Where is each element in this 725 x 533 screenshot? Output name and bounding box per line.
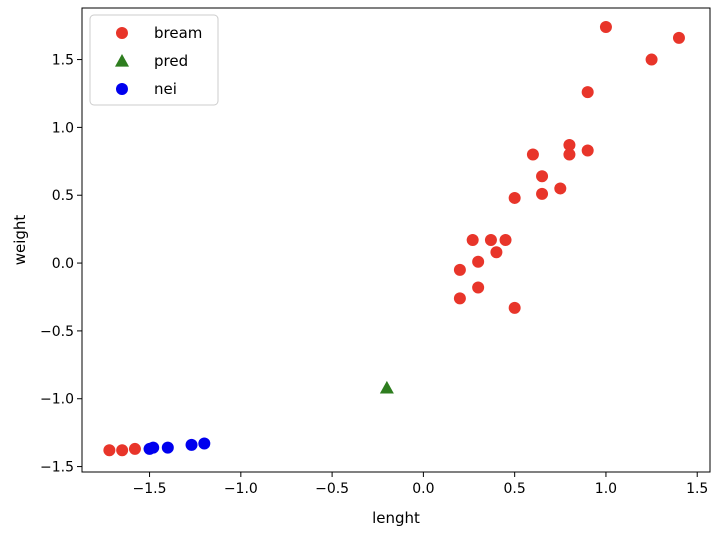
y-tick-label: 0.5: [52, 188, 74, 204]
bream-point: [472, 255, 485, 268]
bream-point: [508, 191, 521, 204]
bream-point: [484, 234, 497, 246]
legend-label: nei: [154, 80, 177, 98]
bream-point: [453, 263, 466, 276]
legend-marker-nei: [116, 83, 128, 95]
y-tick-label: −0.5: [40, 324, 74, 340]
bream-point: [581, 86, 594, 99]
bream-point: [563, 139, 576, 152]
bream-point: [128, 442, 141, 455]
nei-point: [185, 438, 198, 451]
bream-point: [508, 301, 521, 314]
bream-point: [536, 187, 549, 200]
bream-point: [563, 148, 576, 161]
bream-point: [466, 234, 479, 246]
series-pred: [379, 380, 394, 394]
legend-marker-pred: [115, 54, 129, 67]
pred-point: [379, 380, 394, 394]
bream-point: [599, 20, 612, 33]
x-tick-label: −1.0: [224, 481, 258, 497]
legend-label: pred: [154, 52, 188, 70]
series-bream: [103, 20, 685, 457]
bream-point: [453, 292, 466, 305]
x-tick-label: 1.5: [686, 481, 708, 497]
x-axis: −1.5 −1.0 −0.5 0.0 0.5 1.0 1.5: [133, 472, 708, 497]
bream-point: [103, 444, 116, 457]
bream-point: [645, 53, 658, 66]
nei-point: [161, 441, 174, 454]
x-tick-label: 0.5: [504, 481, 526, 497]
x-tick-label: −0.5: [315, 481, 349, 497]
bream-point: [499, 234, 512, 246]
x-axis-label: lenght: [372, 509, 420, 527]
nei-point: [147, 441, 160, 454]
y-tick-label: −1.0: [40, 392, 74, 408]
legend-label: bream: [154, 24, 202, 42]
y-tick-label: −1.5: [40, 460, 74, 476]
x-tick-label: 0.0: [412, 481, 434, 497]
plot-frame: [81, 7, 711, 473]
y-tick-label: 1.5: [52, 53, 74, 69]
nei-point: [198, 437, 211, 450]
y-tick-label: 0.0: [52, 256, 74, 272]
bream-point: [554, 182, 567, 195]
x-tick-label: −1.5: [133, 481, 167, 497]
y-axis: −1.5 −1.0 −0.5 0.0 0.5 1.0 1.5: [40, 53, 82, 476]
bream-point: [472, 281, 485, 294]
bream-point: [526, 148, 539, 161]
legend-item-nei: nei: [116, 80, 177, 98]
series-nei: [143, 437, 211, 455]
y-tick-label: 1.0: [52, 120, 74, 136]
legend-item-pred: pred: [115, 52, 188, 70]
legend-marker-bream: [116, 27, 128, 39]
plot-content: [103, 20, 685, 457]
bream-point: [672, 31, 685, 44]
legend: bream pred nei: [89, 14, 219, 106]
bream-point: [536, 170, 549, 183]
bream-point: [116, 444, 129, 457]
bream-point: [581, 144, 594, 157]
bream-point: [490, 246, 503, 259]
legend-item-bream: bream: [116, 24, 202, 42]
x-tick-label: 1.0: [595, 481, 617, 497]
y-axis-label: weight: [11, 215, 29, 266]
